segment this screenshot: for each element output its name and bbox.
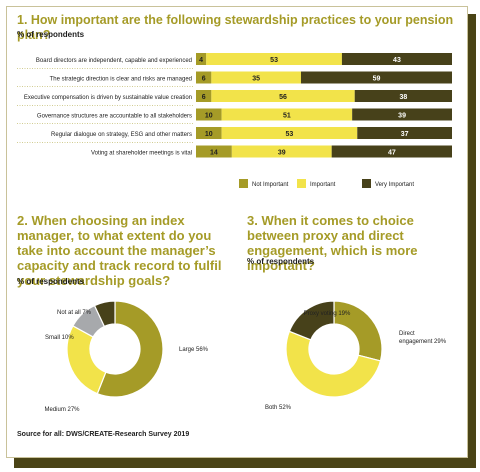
donut-label: Not at all 7% — [57, 310, 92, 316]
bar-value-label: 59 — [373, 76, 381, 83]
q3-title: 3. When it comes to choice between proxy… — [247, 213, 418, 273]
bar-segment-very-important — [354, 90, 452, 102]
bar-segment-not-important — [196, 145, 232, 158]
bar-segment-important — [211, 90, 355, 102]
bar-segment-important — [206, 53, 342, 65]
bar-value-label: 6 — [202, 94, 206, 101]
bar-value-label: 38 — [399, 94, 407, 101]
donut-slice — [333, 300, 383, 362]
legend-swatch — [362, 179, 371, 188]
bar-segment-very-important — [300, 71, 452, 84]
bar-category-label: Board directors are independent, capable… — [36, 58, 192, 64]
bar-segment-not-important — [196, 108, 222, 121]
donut-label: Direct engagement 29% — [399, 331, 447, 345]
bar-segment-very-important — [331, 145, 452, 158]
donut-label: Proxy voting 19% — [304, 311, 351, 317]
q3-subtitle: % of respondents — [247, 257, 315, 266]
bar-category-label: The strategic direction is clear and ris… — [50, 77, 192, 83]
source-note: Source for all: DWS/CREATE-Research Surv… — [17, 431, 190, 438]
bar-category-label: Voting at shareholder meetings is vital — [91, 151, 192, 157]
legend-swatch — [297, 179, 306, 188]
bar-value-label: 53 — [286, 131, 294, 138]
donut-slice — [285, 330, 382, 398]
bar-value-label: 6 — [202, 76, 206, 83]
bar-value-label: 4 — [199, 57, 203, 64]
bar-segment-very-important — [341, 53, 452, 65]
bar-value-label: 53 — [270, 57, 278, 64]
legend-label: Very Important — [375, 182, 414, 188]
bar-value-label: 14 — [210, 150, 218, 157]
survey-panel: 1. How important are the following stewa… — [6, 6, 468, 458]
bar-value-label: 37 — [401, 131, 409, 138]
engagement-donut-chart: Direct engagement 29% Both 52% Proxy voting… — [265, 300, 447, 411]
bar-segment-very-important — [352, 108, 452, 121]
bar-value-label: 10 — [205, 131, 213, 138]
bar-category-label: Regular dialogue on strategy, ESG and ot… — [51, 132, 192, 138]
bar-segment-not-important — [196, 53, 207, 65]
q1-title: 1. How important are the following stewa… — [17, 13, 454, 42]
donut-slice — [93, 300, 116, 328]
bar-value-label: 39 — [398, 113, 406, 120]
bar-value-label: 35 — [252, 76, 260, 83]
index-manager-donut-chart: Large 56% Medium 27% Small 10% Not at all 7… — [44, 300, 209, 413]
bar-value-label: 51 — [283, 113, 291, 120]
bar-category-label: Governance structures are accountable to… — [37, 114, 192, 120]
q2-title: 2. When choosing an index manager, to wh… — [17, 213, 222, 288]
q1-subtitle: % of respondents — [17, 30, 85, 39]
donut-label: Large 56% — [179, 347, 209, 353]
bar-segment-very-important — [357, 127, 452, 139]
bar-segment-not-important — [196, 71, 212, 84]
bar-value-label: 39 — [278, 150, 286, 157]
donut-label: Medium 27% — [44, 407, 80, 413]
bar-segment-important — [231, 145, 332, 158]
bar-value-label: 47 — [388, 150, 396, 157]
legend-label: Important — [310, 182, 336, 188]
donut-label: Both 52% — [265, 405, 292, 411]
stewardship-stacked-bar-chart: Board directors are independent, capable… — [17, 53, 452, 188]
bar-value-label: 43 — [393, 57, 401, 64]
donut-slice — [96, 300, 164, 398]
bar-value-label: 10 — [205, 113, 213, 120]
bar-segment-not-important — [196, 127, 222, 139]
q2-subtitle: % of respondents — [17, 277, 85, 286]
bar-category-label: Executive compensation is driven by sust… — [24, 95, 192, 101]
legend-swatch — [239, 179, 248, 188]
legend-label: Not Important — [252, 182, 289, 188]
bar-segment-important — [221, 127, 358, 139]
donut-slice — [288, 300, 335, 341]
bar-value-label: 56 — [279, 94, 287, 101]
donut-label: Small 10% — [45, 335, 74, 341]
bar-segment-important — [211, 71, 301, 84]
bar-segment-not-important — [196, 90, 212, 102]
bar-segment-important — [221, 108, 353, 121]
